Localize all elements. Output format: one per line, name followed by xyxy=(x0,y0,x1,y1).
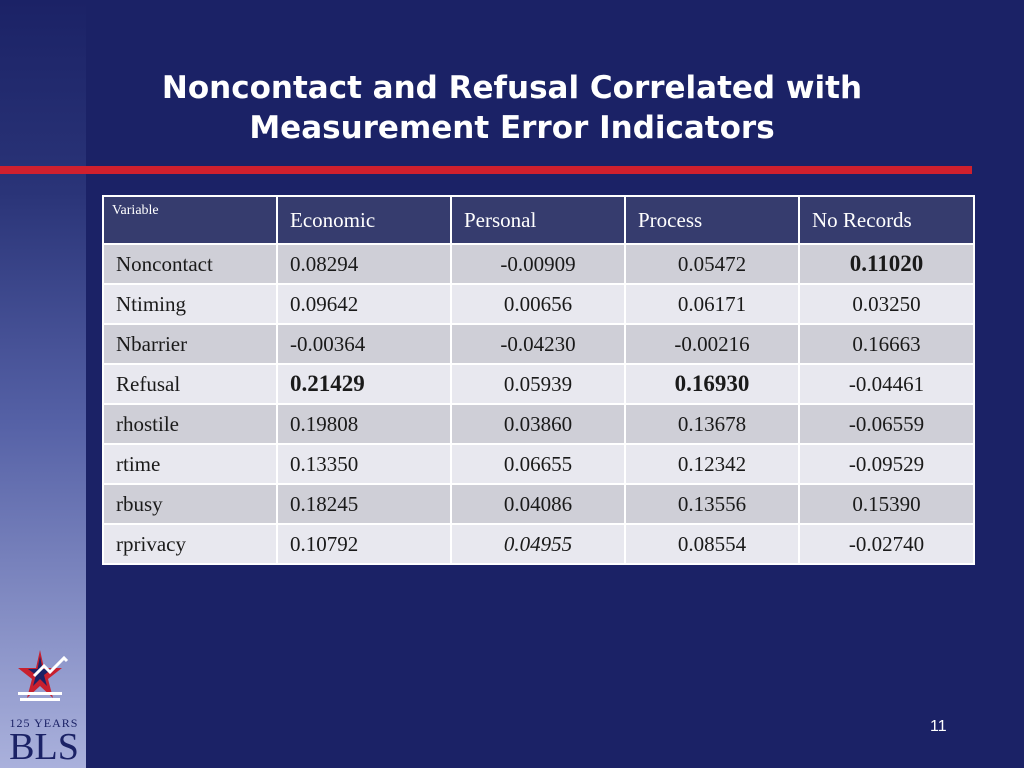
logo-years-text: 125 YEARS xyxy=(9,716,79,730)
slide-title: Noncontact and Refusal Correlated with M… xyxy=(0,68,1024,148)
cell-personal: -0.04230 xyxy=(450,323,626,365)
cell-economic: 0.13350 xyxy=(276,443,452,485)
cell-process: 0.13678 xyxy=(624,403,800,445)
cell-no-records: 0.03250 xyxy=(798,283,975,325)
cell-economic: -0.00364 xyxy=(276,323,452,365)
cell-economic: 0.19808 xyxy=(276,403,452,445)
side-gradient-band xyxy=(0,0,86,768)
cell-variable: Ntiming xyxy=(102,283,278,325)
logo-bls-text: BLS xyxy=(9,726,79,768)
cell-variable: Nbarrier xyxy=(102,323,278,365)
cell-variable: rbusy xyxy=(102,483,278,525)
cell-personal: 0.04086 xyxy=(450,483,626,525)
table-row: Nbarrier -0.00364 -0.04230 -0.00216 0.16663 xyxy=(102,323,975,365)
cell-no-records: -0.02740 xyxy=(798,523,975,565)
header-economic: Economic xyxy=(276,195,452,245)
page-number: 11 xyxy=(930,718,947,735)
cell-personal: 0.06655 xyxy=(450,443,626,485)
cell-no-records: 0.15390 xyxy=(798,483,975,525)
cell-no-records: -0.06559 xyxy=(798,403,975,445)
cell-variable: rhostile xyxy=(102,403,278,445)
table-header-row: Variable Economic Personal Process No Re… xyxy=(102,195,975,245)
cell-process: 0.12342 xyxy=(624,443,800,485)
cell-economic: 0.09642 xyxy=(276,283,452,325)
table-row: rprivacy 0.10792 0.04955 0.08554 -0.02740 xyxy=(102,523,975,565)
cell-variable: Noncontact xyxy=(102,243,278,285)
cell-no-records: 0.16663 xyxy=(798,323,975,365)
table-row: rhostile 0.19808 0.03860 0.13678 -0.06559 xyxy=(102,403,975,445)
header-process: Process xyxy=(624,195,800,245)
cell-process: 0.13556 xyxy=(624,483,800,525)
cell-no-records: -0.04461 xyxy=(798,363,975,405)
cell-no-records: 0.11020 xyxy=(798,243,975,285)
table-body: Noncontact 0.08294 -0.00909 0.05472 0.11020 N… xyxy=(102,243,975,565)
cell-no-records: -0.09529 xyxy=(798,443,975,485)
cell-economic: 0.18245 xyxy=(276,483,452,525)
table-row: Ntiming 0.09642 0.00656 0.06171 0.03250 xyxy=(102,283,975,325)
table-row: rtime 0.13350 0.06655 0.12342 -0.09529 xyxy=(102,443,975,485)
header-no-records: No Records xyxy=(798,195,975,245)
cell-process: -0.00216 xyxy=(624,323,800,365)
header-personal: Personal xyxy=(450,195,626,245)
cell-personal: 0.00656 xyxy=(450,283,626,325)
cell-economic: 0.21429 xyxy=(276,363,452,405)
cell-personal: 0.05939 xyxy=(450,363,626,405)
cell-process: 0.05472 xyxy=(624,243,800,285)
cell-variable: Refusal xyxy=(102,363,278,405)
title-divider-rule xyxy=(0,166,972,174)
cell-economic: 0.08294 xyxy=(276,243,452,285)
cell-variable: rtime xyxy=(102,443,278,485)
correlation-table: Variable Economic Personal Process No Re… xyxy=(102,195,975,565)
table-row: rbusy 0.18245 0.04086 0.13556 0.15390 xyxy=(102,483,975,525)
cell-process: 0.08554 xyxy=(624,523,800,565)
bls-star-logo-icon xyxy=(18,650,69,701)
table-row: Refusal 0.21429 0.05939 0.16930 -0.04461 xyxy=(102,363,975,405)
cell-personal: 0.03860 xyxy=(450,403,626,445)
cell-personal: -0.00909 xyxy=(450,243,626,285)
table-row: Noncontact 0.08294 -0.00909 0.05472 0.11020 xyxy=(102,243,975,285)
cell-economic: 0.10792 xyxy=(276,523,452,565)
cell-process: 0.06171 xyxy=(624,283,800,325)
header-variable: Variable xyxy=(102,195,278,245)
cell-variable: rprivacy xyxy=(102,523,278,565)
slide-title-line-1: Noncontact and Refusal Correlated with xyxy=(161,70,863,106)
cell-personal: 0.04955 xyxy=(450,523,626,565)
slide-title-line-2: Measurement Error Indicators xyxy=(249,110,775,146)
cell-process: 0.16930 xyxy=(624,363,800,405)
